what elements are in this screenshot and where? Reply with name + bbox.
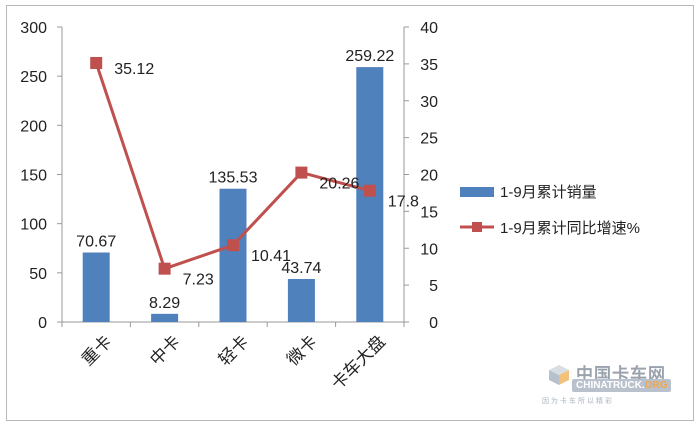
right-tick-label: 0 <box>429 315 438 332</box>
chart-frame <box>6 5 694 421</box>
cube-logo-icon <box>549 365 569 385</box>
x-tick-label: 轻卡 <box>215 332 252 369</box>
left-tick-label: 50 <box>29 266 47 283</box>
line-point-marker <box>90 56 103 69</box>
x-tick-label: 卡车大盘 <box>328 332 390 394</box>
left-tick-label: 300 <box>20 20 47 37</box>
line-value-label: 35.12 <box>114 61 154 78</box>
bar <box>82 252 110 322</box>
line-point-marker <box>363 184 376 197</box>
right-tick-label: 30 <box>420 94 438 111</box>
bar-value-label: 8.29 <box>149 295 180 312</box>
right-tick-label: 35 <box>420 57 438 74</box>
watermark-logo: 中国卡车网 CHINATRUCK.ORG 因为卡车所以精彩 <box>542 356 690 412</box>
line-point-marker <box>295 166 308 179</box>
x-tick-label: 重卡 <box>78 332 115 369</box>
watermark-en-main: CHINATRUCK. <box>576 380 645 391</box>
bar-value-label: 259.22 <box>345 48 394 65</box>
bar-value-label: 43.74 <box>281 260 321 277</box>
left-tick-label: 200 <box>20 118 47 135</box>
legend-bar-label: 1-9月累计销量 <box>500 184 597 201</box>
left-tick-label: 100 <box>20 217 47 234</box>
line-value-label: 10.41 <box>251 248 291 265</box>
legend-bar-swatch <box>460 187 494 197</box>
right-tick-label: 10 <box>420 241 438 258</box>
bar-value-label: 70.67 <box>76 234 116 251</box>
right-tick-label: 5 <box>429 278 438 295</box>
right-tick-label: 25 <box>420 131 438 148</box>
watermark-slogan: 因为卡车所以精彩 <box>542 397 614 405</box>
line-value-label: 20.26 <box>319 176 359 193</box>
bar-value-label: 135.53 <box>209 170 258 187</box>
bar <box>287 278 315 322</box>
bar <box>151 313 179 322</box>
x-tick-label: 中卡 <box>146 332 183 369</box>
legend: 1-9月累计销量 1-9月累计同比增速% <box>460 184 640 237</box>
line-value-label: 17.8 <box>388 194 419 211</box>
bar <box>219 188 247 322</box>
line-point-marker <box>227 239 239 252</box>
right-tick-label: 15 <box>420 204 438 221</box>
right-tick-label: 40 <box>420 20 438 37</box>
left-tick-label: 250 <box>20 69 47 86</box>
watermark-en: CHINATRUCK.ORG <box>572 379 672 392</box>
bar-series: 70.67 8.29 135.53 43.74 259.22 <box>76 48 394 322</box>
line-value-label: 7.23 <box>183 272 214 289</box>
legend-line-marker <box>472 222 482 232</box>
right-axis: 0 5 10 15 20 25 30 35 40 <box>403 20 438 332</box>
watermark-en-accent: ORG <box>644 380 668 391</box>
x-axis: 重卡 中卡 轻卡 微卡 卡车大盘 <box>61 321 405 394</box>
line-point-marker <box>158 262 171 275</box>
left-tick-label: 150 <box>20 168 47 185</box>
left-axis: 0 50 100 150 200 250 300 <box>20 20 63 332</box>
x-tick-label: 微卡 <box>283 332 320 369</box>
legend-line-label: 1-9月累计同比增速% <box>500 220 640 237</box>
right-tick-label: 20 <box>420 168 438 185</box>
line-series: 35.12 7.23 10.41 20.26 17.8 <box>90 56 419 289</box>
left-tick-label: 0 <box>38 315 47 332</box>
